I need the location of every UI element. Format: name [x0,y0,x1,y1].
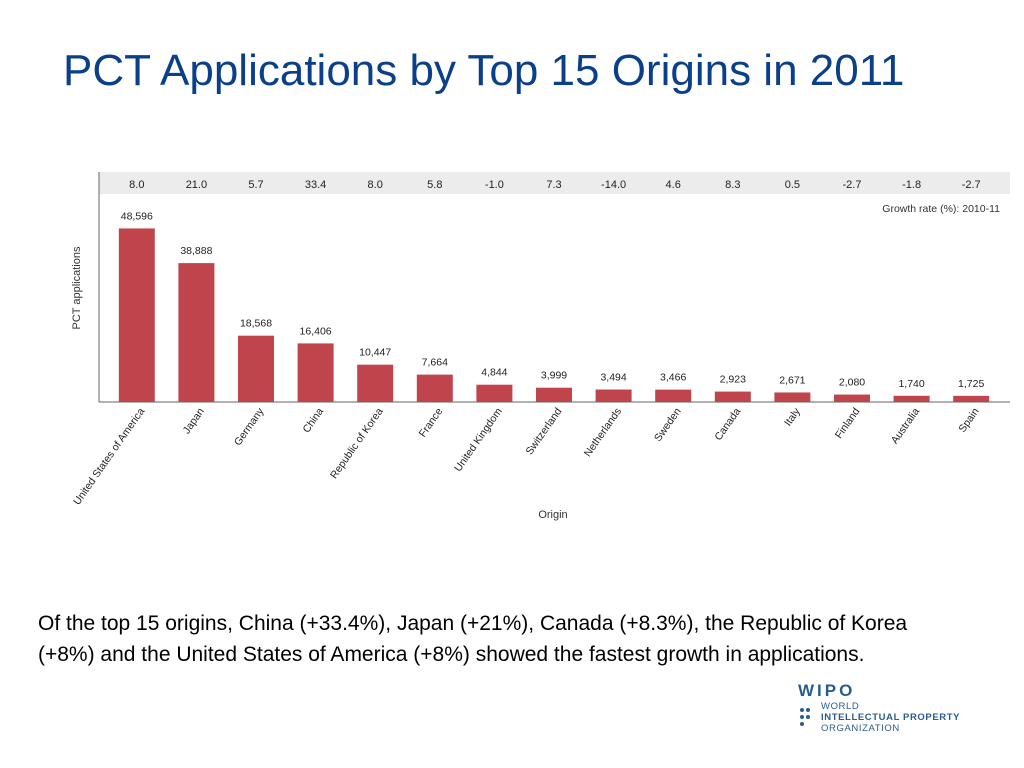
growth-rate-value: 8.0 [368,179,383,191]
y-axis-label: PCT applications [71,246,83,329]
bar [893,395,930,402]
logo-dots-icon [800,708,810,726]
growth-rate-value: -1.8 [902,179,921,191]
x-tick-label: United States of America [71,406,147,508]
bar [595,389,632,402]
logo-mark: WIPO [798,681,856,700]
growth-rate-band [99,172,1010,194]
bar-value-label: 16,406 [300,325,332,337]
x-tick-label: Sweden [652,406,684,444]
bar-value-label: 10,447 [359,347,391,359]
bar-value-label: 1,740 [898,378,924,390]
growth-rate-label: Growth rate (%): 2010-11 [882,203,1000,215]
growth-rate-value: 33.4 [305,179,326,191]
x-tick-label: Spain [956,406,981,435]
bar [834,394,870,402]
bar-value-label: 7,664 [422,357,448,369]
bar-value-label: 4,844 [481,367,507,379]
growth-rate-value: 4.6 [666,179,681,191]
bars-group: 48,596 8.0 United States of America 38,888 2… [71,179,990,508]
bar [357,364,394,402]
growth-rate-value: 8.0 [129,179,144,191]
x-tick-label: Canada [712,406,743,443]
growth-rate-value: -2.7 [843,179,862,191]
x-tick-label: Switzerland [523,406,564,457]
growth-rate-value: 7.3 [546,179,561,191]
bar-value-label: 38,888 [180,245,212,257]
bar [536,387,572,402]
x-tick-label: Italy [782,405,803,428]
logo-line-org: ORGANIZATION [821,723,900,734]
bar [416,374,453,402]
bar-value-label: 2,671 [779,374,805,386]
growth-rate-value: 5.8 [427,179,442,191]
growth-rate-value: -2.7 [962,179,981,191]
bar [714,391,751,402]
growth-rate-value: 0.5 [785,179,800,191]
x-tick-label: Republic of Korea [328,406,386,481]
x-tick-label: Netherlands [582,406,624,459]
logo-line-ip: INTELLECTUAL PROPERTY [821,712,961,723]
bar [238,335,274,402]
bar-value-label: 18,568 [240,318,272,330]
bar [476,384,513,402]
bar-value-label: 3,494 [600,372,626,384]
bar [953,395,990,402]
x-tick-label: Finland [833,406,863,441]
pct-bar-chart: Growth rate (%): 2010-11 PCT application… [71,172,1010,521]
x-tick-label: Germany [232,405,267,448]
x-tick-label: France [417,406,446,440]
growth-rate-value: -14.0 [601,179,626,191]
slide-caption: Of the top 15 origins, China (+33.4%), J… [38,612,908,666]
bar [178,263,215,402]
bar-value-label: 1,725 [958,378,984,390]
bar-value-label: 2,923 [720,374,746,386]
bar-value-label: 3,466 [660,372,686,384]
logo-line-world: WORLD [821,701,860,712]
x-tick-label: Australia [889,406,922,446]
wipo-logo: WIPO WORLD INTELLECTUAL PROPERTY ORGANIZ… [798,681,960,734]
bar [655,389,692,402]
bar-value-label: 48,596 [121,210,153,222]
growth-rate-value: 8.3 [725,179,740,191]
bar-value-label: 3,999 [541,370,567,382]
bar [297,343,334,402]
bar [118,228,155,402]
x-tick-label: United Kingdom [452,406,505,474]
bar-value-label: 2,080 [839,377,865,389]
x-tick-label: Japan [181,406,207,436]
bar [774,392,811,402]
growth-rate-value: 21.0 [186,179,207,191]
x-axis-label: Origin [538,509,567,521]
growth-rate-value: 5.7 [248,179,263,191]
x-tick-label: China [300,406,326,435]
growth-rate-value: -1.0 [485,179,504,191]
slide-title: PCT Applications by Top 15 Origins in 20… [63,46,905,95]
